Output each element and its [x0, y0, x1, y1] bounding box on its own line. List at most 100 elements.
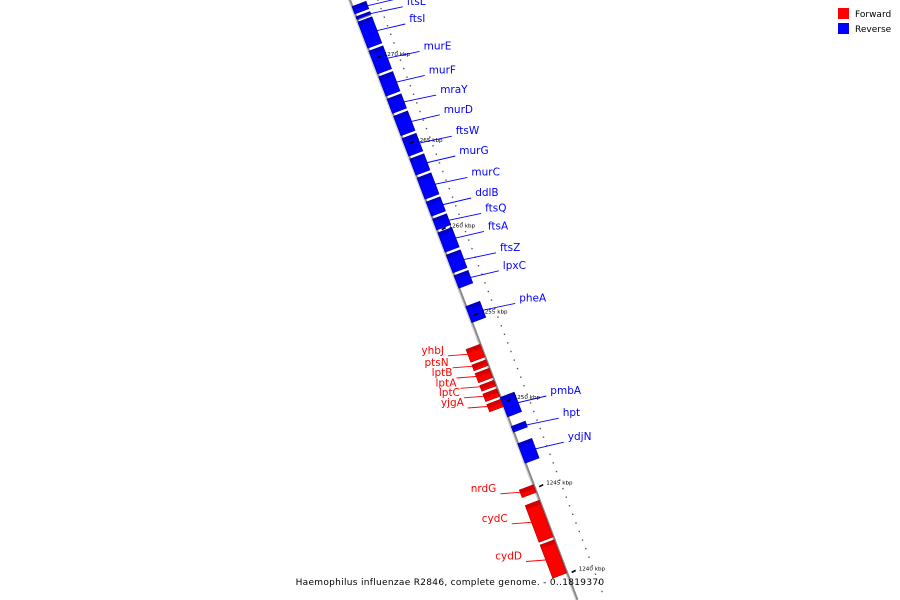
- gene-label: yhbJ: [421, 345, 444, 357]
- minor-tick: [575, 522, 577, 524]
- minor-tick: [442, 170, 444, 173]
- minor-tick: [484, 282, 486, 284]
- gene-label: pheA: [519, 292, 547, 304]
- minor-tick: [451, 196, 454, 198]
- label-connector: [457, 252, 497, 262]
- legend-label-reverse: Reverse: [855, 25, 892, 35]
- tick-label: 1255 kbp: [481, 309, 508, 315]
- label-connector: [413, 135, 452, 145]
- minor-tick: [477, 265, 480, 267]
- label-connector: [477, 302, 516, 312]
- gene-block-shade: [454, 270, 470, 280]
- minor-tick: [399, 59, 402, 61]
- minor-tick: [468, 239, 470, 241]
- gene-label: murG: [459, 145, 488, 157]
- tick-label: 1250 kbp: [514, 395, 541, 401]
- minor-tick: [393, 42, 395, 44]
- gene-block-shade: [475, 368, 491, 378]
- gene-block-shade: [426, 196, 442, 206]
- minor-tick: [588, 556, 590, 558]
- minor-tick: [562, 487, 564, 490]
- gene-label: nrdG: [471, 483, 497, 495]
- gene-block-shade: [525, 500, 541, 510]
- gene-block-shade: [368, 45, 385, 55]
- legend-item-forward: Forward: [838, 8, 891, 23]
- gene-block-shade: [540, 539, 556, 549]
- gene-label: ydjN: [568, 431, 592, 443]
- gene-block-shade: [446, 249, 462, 259]
- minor-tick: [455, 205, 457, 207]
- gene-block-shade: [479, 380, 496, 390]
- minor-tick: [536, 419, 538, 421]
- minor-tick: [481, 273, 483, 275]
- minor-tick: [601, 590, 603, 593]
- minor-tick: [448, 187, 450, 190]
- minor-tick: [377, 0, 379, 1]
- legend: Forward Reverse: [838, 8, 891, 38]
- gene-block-shade: [378, 71, 395, 81]
- label-connector: [398, 94, 437, 104]
- tick-label: 1245 kbp: [546, 481, 573, 487]
- minor-tick: [461, 222, 463, 224]
- minor-tick: [500, 325, 502, 327]
- legend-swatch-forward: [838, 8, 849, 19]
- major-tick: [408, 141, 414, 145]
- gene-label: mraY: [440, 84, 468, 96]
- minor-tick: [458, 213, 460, 215]
- minor-tick: [513, 359, 515, 361]
- gene-block-shade: [393, 110, 409, 120]
- gene-label: cydC: [482, 513, 508, 525]
- minor-tick: [568, 505, 571, 507]
- gene-label: ddlB: [475, 187, 498, 199]
- gene-block: [357, 16, 383, 49]
- minor-tick: [533, 410, 535, 413]
- minor-tick: [581, 539, 584, 541]
- gene-block-shade: [486, 399, 503, 409]
- minor-tick: [425, 127, 428, 130]
- gene-label: hpt: [563, 407, 580, 419]
- minor-tick: [422, 119, 424, 121]
- gene-block-shade: [432, 213, 448, 223]
- minor-tick: [526, 393, 528, 395]
- gene-block-shade: [511, 421, 527, 431]
- minor-tick: [578, 530, 580, 533]
- minor-tick: [507, 342, 509, 344]
- gene-block-shade: [500, 392, 516, 402]
- gene-label: murE: [424, 40, 452, 52]
- gene-label: pmbA: [550, 385, 582, 397]
- tick-label: 1260 kbp: [449, 224, 476, 230]
- minor-tick: [494, 307, 496, 310]
- major-ticks: 1270 kbp 1265 kbp 1260 kbp 1255 kbp 1250 kbp…: [376, 52, 606, 574]
- minor-tick: [487, 290, 489, 293]
- gene-block-shade: [437, 227, 454, 237]
- gene-block-shade: [482, 388, 499, 398]
- minor-tick: [438, 162, 441, 164]
- gene-block-shade: [519, 484, 535, 494]
- minor-tick: [409, 85, 411, 87]
- major-tick: [441, 226, 447, 231]
- tick-label: 1240 kbp: [579, 566, 606, 572]
- major-tick: [538, 483, 544, 488]
- tick-label: 1265 kbp: [416, 138, 443, 144]
- minor-tick: [559, 479, 561, 481]
- legend-label-forward: Forward: [855, 10, 892, 20]
- label-connector: [520, 417, 559, 427]
- gene-label: ptsN: [424, 357, 448, 369]
- gene-label: ftsW: [456, 125, 480, 137]
- minor-tick: [497, 316, 499, 318]
- gene-block-shade: [466, 344, 482, 354]
- gene-label: lptB: [432, 367, 453, 379]
- minor-tick: [419, 110, 421, 113]
- minor-tick: [594, 573, 597, 575]
- major-tick: [473, 312, 479, 317]
- map-caption: Haemophilus influenzae R2846, complete g…: [295, 578, 605, 588]
- label-connector: [381, 50, 420, 60]
- gene-block-shade: [352, 1, 368, 11]
- gene-label: ftsQ: [485, 202, 506, 214]
- minor-tick: [516, 367, 519, 370]
- minor-tick: [552, 462, 554, 464]
- minor-tick: [549, 453, 551, 455]
- minor-tick: [471, 247, 473, 250]
- gene-label: ftsI: [409, 13, 425, 25]
- minor-tick: [396, 50, 398, 53]
